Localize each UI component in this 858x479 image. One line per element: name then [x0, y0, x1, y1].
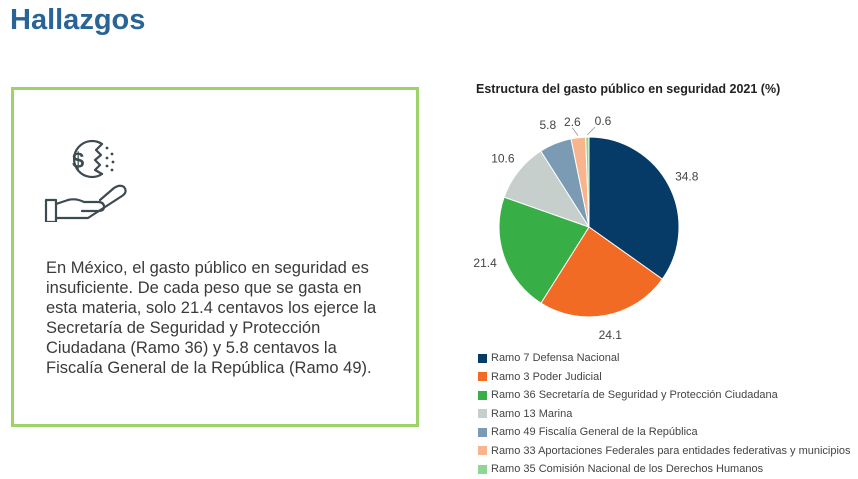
slice-value-label: 24.1: [599, 328, 623, 342]
slice-value-label: 0.6: [595, 114, 612, 128]
chart-title: Estructura del gasto público en segurida…: [476, 82, 781, 96]
pie-slice: [498, 196, 590, 304]
money-hand-icon: $: [44, 139, 127, 222]
slice-value-label: 34.8: [675, 170, 699, 184]
page-title: Hallazgos: [10, 4, 146, 36]
findings-text: En México, el gasto público en seguridad…: [46, 259, 377, 377]
legend-swatch: [478, 372, 487, 382]
legend-swatch: [478, 353, 487, 363]
leader-line: [572, 127, 579, 136]
slice-value-label: 5.8: [539, 118, 556, 132]
legend-item: Ramo 13 Marina: [478, 405, 851, 424]
legend-item: Ramo 49 Fiscalía General de la República: [478, 423, 851, 442]
legend-item: Ramo 36 Secretaría de Seguridad y Protec…: [478, 386, 851, 405]
legend-label: Ramo 35 Comisión Nacional de los Derecho…: [491, 463, 764, 476]
slice-value-label: 21.4: [473, 256, 497, 270]
pie-slice: [540, 226, 664, 318]
legend-label: Ramo 3 Poder Judicial: [491, 370, 602, 383]
legend-swatch: [478, 464, 487, 474]
legend-item: Ramo 3 Poder Judicial: [478, 368, 851, 387]
legend-label: Ramo 36 Secretaría de Seguridad y Protec…: [491, 389, 778, 402]
leader-line: [586, 126, 596, 136]
legend-item: Ramo 35 Comisión Nacional de los Derecho…: [478, 460, 851, 479]
legend-label: Ramo 33 Aportaciones Federales para enti…: [491, 444, 851, 457]
legend-label: Ramo 7 Defensa Nacional: [491, 352, 620, 365]
pie-chart: 34.8 24.1 21.4 10.6 5.8 2.6 0.6: [473, 114, 699, 342]
legend-swatch: [478, 446, 487, 456]
slice-value-label: 2.6: [564, 115, 581, 129]
chart-legend: Ramo 7 Defensa Nacional Ramo 3 Poder Jud…: [478, 349, 851, 479]
legend-swatch: [478, 390, 487, 400]
pie-slice: [585, 136, 590, 228]
svg-text:$: $: [72, 148, 84, 173]
legend-swatch: [478, 409, 487, 419]
legend-swatch: [478, 427, 487, 437]
pie-slice: [588, 136, 680, 280]
slice-value-label: 10.6: [491, 152, 515, 166]
legend-item: Ramo 33 Aportaciones Federales para enti…: [478, 442, 851, 461]
findings-card: $ En México, el gasto público en segurid…: [11, 87, 419, 427]
legend-label: Ramo 13 Marina: [491, 407, 573, 420]
legend-label: Ramo 49 Fiscalía General de la República: [491, 426, 698, 439]
legend-item: Ramo 7 Defensa Nacional: [478, 349, 851, 368]
